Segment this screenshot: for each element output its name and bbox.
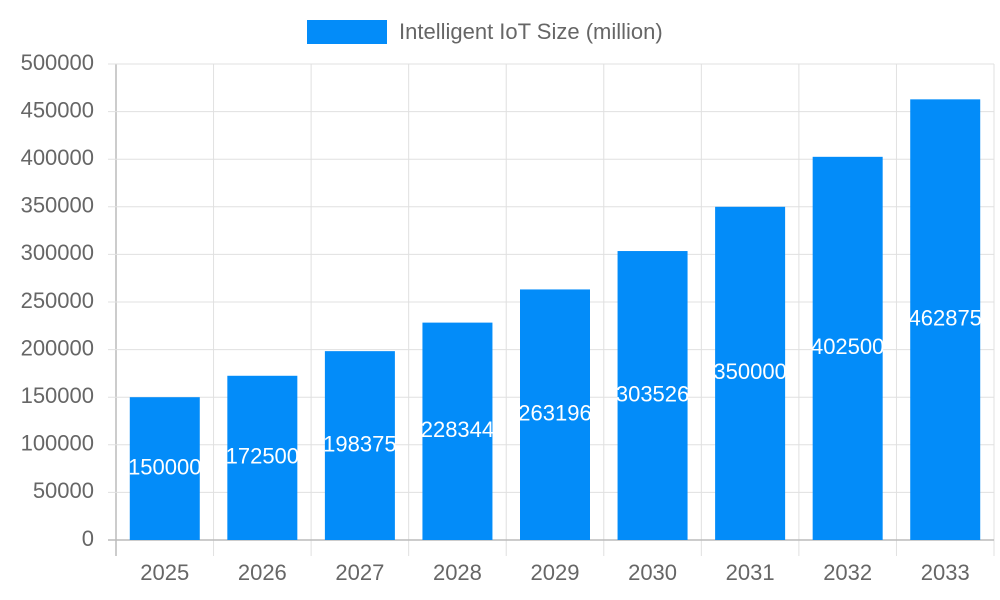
data-label: 228344 [421, 417, 494, 442]
data-label: 150000 [128, 454, 201, 479]
y-tick-label: 400000 [21, 145, 94, 170]
x-tick-label: 2027 [335, 560, 384, 585]
y-tick-label: 100000 [21, 431, 94, 456]
y-tick-label: 250000 [21, 288, 94, 313]
bar [422, 322, 493, 540]
bar [715, 206, 786, 541]
x-tick-label: 2033 [921, 560, 970, 585]
legend-swatch [307, 20, 387, 44]
x-tick-label: 2030 [628, 560, 677, 585]
bar [324, 351, 395, 540]
y-tick-label: 350000 [21, 193, 94, 218]
data-label: 303526 [616, 381, 689, 406]
legend-label: Intelligent IoT Size (million) [399, 19, 663, 44]
y-tick-label: 0 [82, 526, 94, 551]
x-tick-label: 2031 [726, 560, 775, 585]
data-label: 263196 [518, 401, 591, 426]
data-label: 462875 [909, 305, 982, 330]
y-tick-label: 50000 [33, 478, 94, 503]
bar [812, 156, 883, 540]
y-tick-label: 500000 [21, 50, 94, 75]
x-tick-label: 2029 [531, 560, 580, 585]
y-tick-label: 200000 [21, 335, 94, 360]
data-label: 402500 [811, 334, 884, 359]
data-label: 172500 [226, 444, 299, 469]
bar [617, 251, 688, 540]
x-tick-label: 2028 [433, 560, 482, 585]
data-label: 350000 [713, 359, 786, 384]
data-label: 198375 [323, 431, 396, 456]
bar [520, 289, 590, 540]
y-tick-label: 150000 [21, 383, 94, 408]
bar [910, 99, 981, 540]
x-tick-label: 2025 [140, 560, 189, 585]
bar [129, 397, 200, 540]
bar [227, 375, 298, 540]
x-tick-label: 2032 [823, 560, 872, 585]
y-tick-label: 450000 [21, 97, 94, 122]
y-tick-label: 300000 [21, 240, 94, 265]
x-tick-label: 2026 [238, 560, 287, 585]
